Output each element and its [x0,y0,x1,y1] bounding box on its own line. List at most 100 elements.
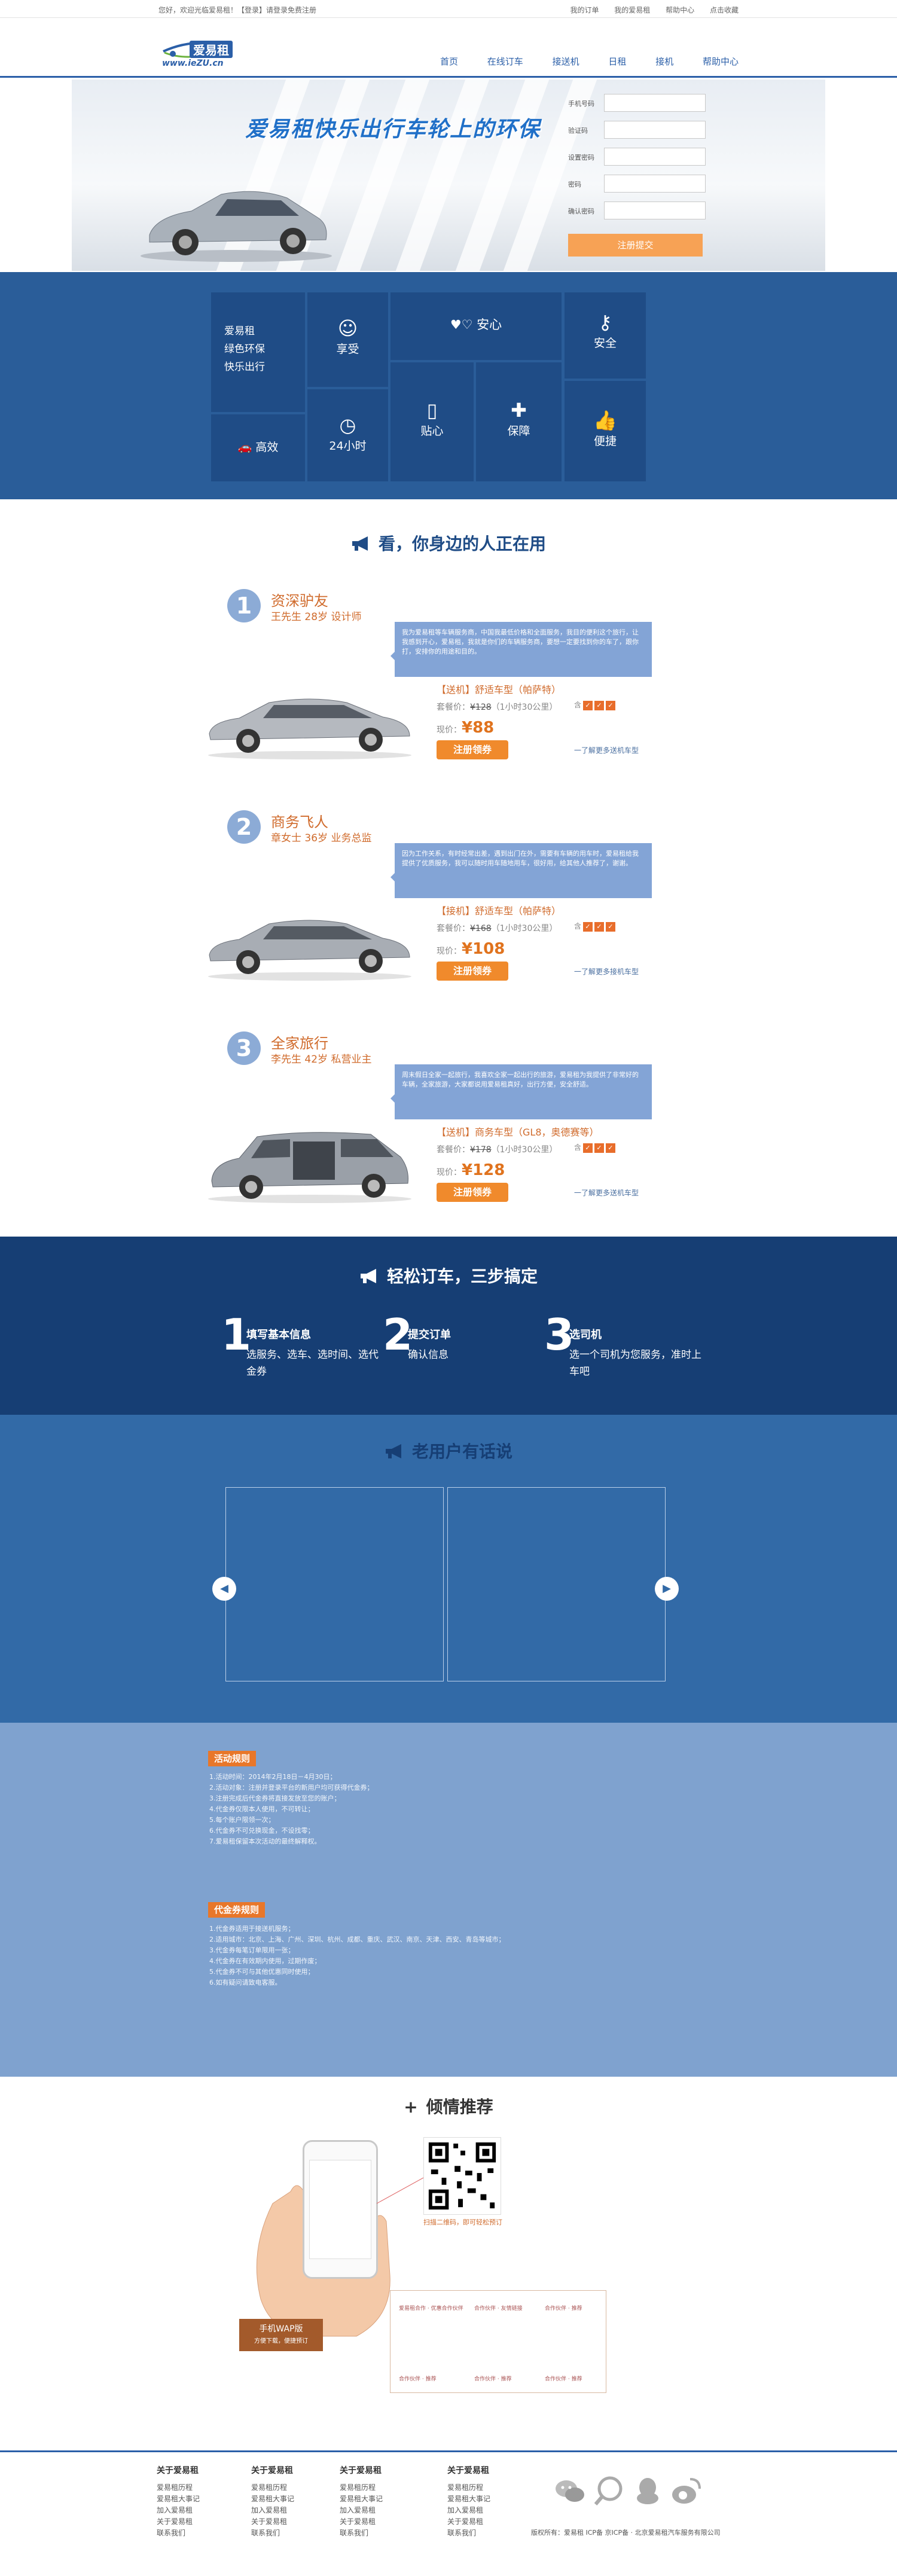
carousel-prev-button[interactable]: ◀ [212,1577,236,1601]
current-price: 现价：¥88 [437,719,495,737]
footer-link[interactable]: 联系我们 [157,2529,186,2537]
register-coupon-button[interactable]: 注册领券 [437,1183,508,1202]
nav-online-order[interactable]: 在线订车 [487,56,523,67]
footer-link[interactable]: 爱易租历程 [157,2483,193,2492]
key-icon: ⚷ [598,311,612,334]
sedan-car-image [208,698,411,759]
footer-link[interactable]: 联系我们 [251,2529,280,2537]
partner-link[interactable]: 爱易租合作 · 优惠合作伙伴 [399,2306,463,2312]
footer-link[interactable]: 关于爱易租 [447,2517,484,2526]
recommend-heading: + 倾情推荐 [404,2097,493,2117]
footer-link[interactable]: 加入爱易租 [251,2506,288,2514]
carousel-next-button[interactable]: ▶ [655,1577,679,1601]
persona-number: 3 [227,1031,261,1065]
badge-icon: ✓ [583,701,593,710]
footer-link[interactable]: 爱易租大事记 [251,2495,295,2503]
phone-icon: ▯ [426,399,438,422]
users-section-heading: 看，你身边的人正在用 [0,531,897,555]
car-icon: 🚗 [237,441,256,454]
footer-link[interactable]: 加入爱易租 [157,2506,193,2514]
more-models-link[interactable]: 一了解更多接机车型 [574,967,639,976]
footer-link[interactable]: 关于爱易租 [251,2517,288,2526]
partner-link[interactable]: 合作伙伴 · 推荐 [545,2376,582,2382]
my-account-link[interactable]: 我的爱易租 [614,6,651,14]
more-models-link[interactable]: 一了解更多送机车型 [574,746,639,755]
nav-pickup[interactable]: 接机 [655,56,674,67]
register-coupon-button[interactable]: 注册领券 [437,740,508,759]
bookmark-link[interactable]: 点击收藏 [709,6,739,14]
car-model: 【接机】舒适车型（帕萨特） [437,905,562,917]
footer-link[interactable]: 联系我们 [447,2529,477,2537]
my-orders-link[interactable]: 我的订单 [570,6,599,14]
badge-icon: ✓ [594,922,605,932]
register-form: 手机号码 验证码 设置密码 密码 确认密码 注册提交 [568,91,718,257]
persona-subtitle: 王先生 28岁 设计师 [271,611,362,623]
set-password-input[interactable] [604,148,706,166]
intro-line: 爱易租 [224,325,255,337]
footer-link[interactable]: 爱易租大事记 [447,2495,491,2503]
feature-intro-tile: 爱易租 绿色环保 快乐出行 [211,292,305,412]
footer-link[interactable]: 加入爱易租 [447,2506,484,2514]
feature-tile-efficient: 🚗 高效 [211,414,305,481]
nav-airport-transfer[interactable]: 接送机 [552,56,579,67]
more-models-link[interactable]: 一了解更多送机车型 [574,1189,639,1197]
steps-heading: 轻松订车，三步搞定 [0,1263,897,1287]
footer-link[interactable]: 关于爱易租 [157,2517,193,2526]
top-bar: 您好，欢迎光临爱易租！【登录】请登录免费注册 我的订单 我的爱易租 帮助中心 点… [0,0,897,18]
wap-badge[interactable]: 手机WAP版 方便下载，便捷预订 [239,2319,323,2351]
megaphone-icon [360,1269,376,1283]
phone-label: 手机号码 [568,100,594,108]
nav-home[interactable]: 首页 [440,56,459,67]
site-footer: 关于爱易租 爱易租历程 爱易租大事记 加入爱易租 关于爱易租 联系我们 关于爱易… [0,2450,897,2576]
confirm-password-input[interactable] [604,202,706,219]
footer-link[interactable]: 爱易租历程 [340,2483,376,2492]
car-model: 【送机】商务车型（GL8，奥德赛等） [437,1127,599,1138]
footer-link[interactable]: 联系我们 [340,2529,369,2537]
logo[interactable]: 爱易租 www.ieZU.cn [158,35,260,71]
footer-link[interactable]: 爱易租大事记 [340,2495,383,2503]
weibo-icon[interactable] [670,2474,703,2508]
feature-tile-guarantee: ✚ 保障 [476,362,562,481]
original-price: 套餐价：¥128（1小时30公里） [437,703,558,712]
step-number: 3 [544,1310,575,1360]
partner-link[interactable]: 合作伙伴 · 推荐 [474,2376,512,2382]
testimonial-card [225,1487,444,1681]
partner-link[interactable]: 合作伙伴 · 友情链接 [474,2306,523,2312]
search-icon[interactable] [592,2474,626,2508]
phone-input[interactable] [604,94,706,112]
footer-link[interactable]: 爱易租大事记 [157,2495,200,2503]
footer-link[interactable]: 爱易租历程 [447,2483,484,2492]
hero-banner: 爱易租快乐出行车轮上的环保 手机号码 验证码 设置密码 密码 确认密码 注册提交 [72,80,825,271]
badge-icon: ✓ [606,1143,616,1153]
phone-image [303,2140,378,2279]
persona-card: 2 商务飞人 章女士 36岁 业务总监 因为工作关系，有时经常出差，遇到出门在外… [158,807,739,1023]
nav-help[interactable]: 帮助中心 [702,56,739,67]
partner-link[interactable]: 合作伙伴 · 推荐 [545,2306,582,2312]
footer-link[interactable]: 关于爱易租 [340,2517,376,2526]
register-coupon-button[interactable]: 注册领券 [437,962,508,981]
qq-icon[interactable] [631,2474,664,2508]
password-input[interactable] [604,175,706,193]
footer-column: 关于爱易租 爱易租历程 爱易租大事记 加入爱易租 关于爱易租 联系我们 [447,2464,525,2539]
help-center-link[interactable]: 帮助中心 [666,6,695,14]
register-submit-button[interactable]: 注册提交 [568,234,703,257]
persona-title: 全家旅行 [271,1035,328,1052]
original-price: 套餐价：¥178（1小时30公里） [437,1145,558,1155]
service-badges: 含 ✓ ✓ ✓ [574,700,616,710]
qr-code-image [423,2137,501,2215]
wechat-icon[interactable] [553,2474,587,2508]
step-title: 填写基本信息 [246,1329,311,1341]
set-password-label: 设置密码 [568,154,594,161]
partner-box: 爱易租合作 · 优惠合作伙伴 合作伙伴 · 友情链接 合作伙伴 · 推荐 合作伙… [390,2290,606,2393]
captcha-input[interactable] [604,121,706,139]
service-badges: 含 ✓ ✓ ✓ [574,921,616,932]
badge-icon: ✓ [583,922,593,932]
persona-title: 资深驴友 [271,593,328,609]
footer-link[interactable]: 加入爱易租 [340,2506,376,2514]
testimonial-card [447,1487,666,1681]
footer-link[interactable]: 爱易租历程 [251,2483,288,2492]
partner-link[interactable]: 合作伙伴 · 推荐 [399,2376,437,2382]
nav-daily-rental[interactable]: 日租 [608,56,627,67]
persona-quote: 周末假日全家一起旅行，我喜欢全家一起出行的旅游，爱易租为我提供了非常好的车辆，全… [390,1064,652,1119]
password-label: 密码 [568,181,581,188]
